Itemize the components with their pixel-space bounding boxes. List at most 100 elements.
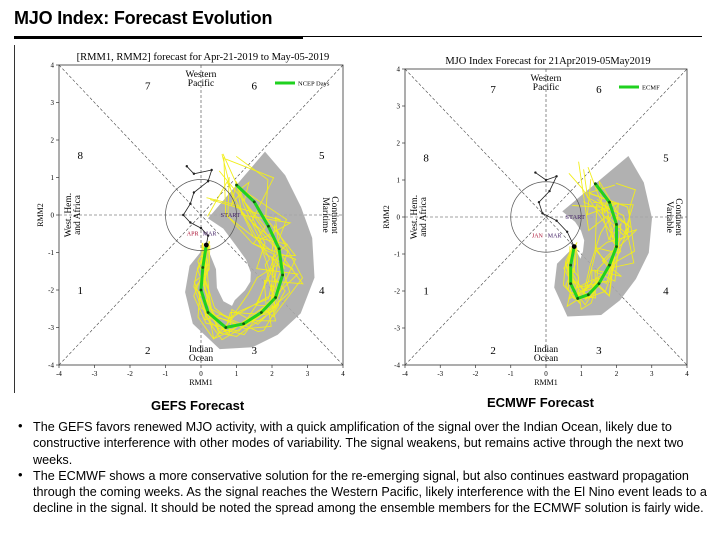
phase-number: 6 (252, 80, 258, 92)
observed-point (192, 172, 196, 175)
y-tick-label: -3 (394, 325, 400, 333)
phase-number: 1 (78, 285, 84, 297)
y-tick-label: -1 (394, 251, 400, 259)
region-label-bottom: Ocean (189, 354, 214, 364)
y-tick-label: 4 (51, 62, 55, 70)
observed-point (199, 226, 203, 230)
y-tick-label: -1 (48, 249, 54, 257)
y-tick-label: 3 (397, 103, 401, 111)
y-tick-label: 3 (51, 99, 55, 107)
ensemble-spread-area (185, 151, 315, 350)
x-tick-label: 0 (199, 370, 203, 378)
forecast-mean-point (615, 223, 618, 226)
ensemble-member-line (198, 155, 297, 333)
forecast-mean-point (267, 224, 270, 228)
forecast-mean-point (608, 263, 611, 267)
region-label-bottom: Indian (534, 345, 559, 355)
ensemble-member-line (570, 201, 638, 306)
bullet-ecmwf: The ECMWF shows a more conservative solu… (18, 467, 708, 517)
region-label-left: and Africa (72, 194, 83, 235)
y-tick-label: 2 (51, 137, 55, 145)
observed-point (189, 221, 192, 224)
x-tick-label: 0 (544, 370, 548, 378)
forecast-mean-point (274, 296, 277, 299)
phase-number: 5 (319, 150, 325, 162)
title-underline (14, 37, 303, 39)
phase-number: 7 (490, 84, 496, 96)
x-tick-label: 3 (650, 370, 654, 378)
y-tick-label: 2 (397, 140, 401, 148)
x-tick-label: -2 (127, 370, 133, 378)
forecast-mean-point (242, 322, 246, 326)
ensemble-member-line (196, 181, 276, 336)
forecast-mean-point (576, 297, 580, 300)
ensemble-member-line (201, 158, 289, 321)
region-label-left: West. Hem. (64, 193, 74, 237)
forecast-mean-point (569, 263, 573, 267)
ecmwf-phase-diagram: -4 -3 -2 -1 0 1 2 3 4 4 3 2 1 0 -1 -2 -3 -4 RMM1 RMM2 MJO In… (357, 45, 700, 393)
observed-point (206, 180, 210, 183)
legend-label: NCEP Days (298, 81, 330, 88)
forecast-mean-point (277, 247, 281, 251)
gefs-caption: GEFS Forecast (151, 398, 245, 413)
x-tick-label: 2 (270, 370, 274, 378)
observed-point (541, 212, 544, 215)
x-axis-label: RMM1 (189, 378, 213, 387)
region-label-left: and Africa (418, 196, 429, 237)
observed-point (548, 189, 551, 193)
x-tick-label: -1 (163, 370, 169, 378)
plot-title: [RMM1, RMM2] forecast for Apr-21-2019 to… (77, 52, 330, 63)
x-tick-label: 2 (615, 370, 619, 378)
ensemble-member-line (566, 182, 636, 297)
title-rule (14, 36, 702, 37)
forecast-mean-point (224, 326, 228, 329)
y-tick-label: 0 (51, 212, 55, 220)
y-tick-label: -4 (48, 362, 54, 370)
phase-number: 8 (78, 150, 84, 162)
ensemble-member-line (193, 183, 292, 337)
start-marker: START (565, 214, 585, 221)
month-marker: MAR (203, 232, 217, 238)
forecast-mean-point (608, 200, 611, 204)
start-marker: START (221, 212, 241, 219)
unit-circle (510, 181, 582, 253)
observed-point (544, 178, 548, 182)
region-label-right: Variable (664, 201, 674, 233)
observed-point (189, 202, 192, 205)
plot-title: MJO Index Forecast for 21Apr2019-05May20… (445, 56, 650, 67)
y-tick-label: -2 (394, 288, 400, 296)
x-tick-label: 4 (685, 370, 689, 378)
region-label-bottom: Ocean (534, 354, 559, 364)
forecast-mean-point (206, 311, 210, 314)
ensemble-member-line (197, 199, 282, 332)
discussion-bullets: The GEFS favors renewed MJO activity, wi… (18, 418, 708, 517)
y-axis-label: RMM2 (382, 205, 391, 229)
observed-point (206, 234, 210, 237)
forecast-start-point (203, 242, 209, 248)
observed-point (210, 168, 213, 172)
phase-number: 3 (596, 345, 602, 357)
phase-number: 6 (596, 84, 602, 96)
region-label-right: Continent (673, 198, 683, 236)
diagonal-line (404, 68, 688, 366)
x-tick-label: -2 (473, 370, 479, 378)
diagonal-line (404, 68, 688, 366)
ecmwf-caption: ECMWF Forecast (487, 395, 594, 410)
ensemble-member-line (568, 198, 631, 299)
x-tick-label: 1 (235, 370, 239, 378)
phase-number: 4 (319, 285, 325, 297)
x-axis-label: RMM1 (534, 378, 558, 387)
x-tick-label: -3 (437, 370, 443, 378)
region-label-top: Western (186, 70, 217, 80)
phase-number: 1 (423, 286, 429, 298)
y-tick-label: -3 (48, 324, 54, 332)
phase-number: 5 (663, 153, 669, 165)
forecast-mean-point (259, 311, 263, 314)
x-tick-label: -3 (92, 370, 98, 378)
month-marker: MAR (548, 233, 562, 239)
observed-point (182, 213, 185, 217)
observed-point (185, 165, 188, 168)
ensemble-member-line (562, 179, 619, 305)
x-tick-label: -1 (508, 370, 514, 378)
region-label-left: West. Hem. (410, 195, 420, 239)
